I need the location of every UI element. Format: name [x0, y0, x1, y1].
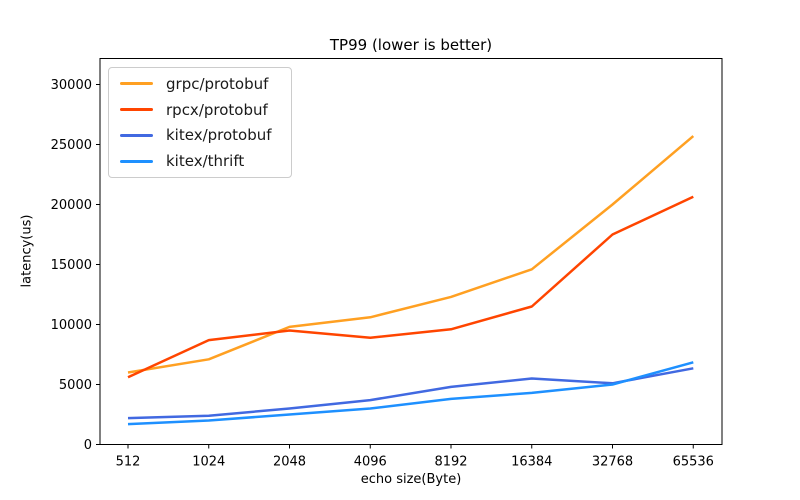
y-tick-label: 0 [84, 438, 92, 453]
x-axis-label: echo size(Byte) [360, 472, 462, 487]
series-lines [127, 135, 695, 426]
legend-label: kitex/thrift [166, 152, 245, 171]
x-tick-label: 8192 [434, 455, 467, 470]
legend-item-kitex-protobuf: kitex/protobuf [109, 123, 291, 149]
y-tick-label: 10000 [51, 318, 92, 333]
legend-label: kitex/protobuf [166, 126, 272, 145]
y-axis-label: latency(us) [19, 214, 35, 288]
legend-item-grpc-protobuf: grpc/protobuf [109, 71, 291, 97]
x-tick-label: 1024 [192, 455, 225, 470]
legend-item-kitex-thrift: kitex/thrift [109, 148, 291, 174]
x-tick-label: 512 [116, 455, 141, 470]
legend-line-swatch [120, 82, 153, 86]
x-tick-label: 4096 [354, 455, 387, 470]
legend: grpc/protobuf rpcx/protobuf kitex/protobuf… [108, 67, 292, 178]
y-tick-label: 5000 [59, 378, 92, 393]
legend-label: grpc/protobuf [166, 74, 269, 93]
series-line-grpc-protobuf [127, 135, 695, 374]
plot-frame [99, 58, 723, 445]
series-line-kitex-thrift [127, 361, 694, 426]
y-tick-label: 15000 [51, 258, 92, 273]
y-tick-label: 25000 [51, 138, 92, 153]
x-tick-label: 65536 [673, 455, 714, 470]
y-tick-label: 30000 [51, 78, 92, 93]
legend-line-swatch [120, 159, 153, 163]
series-line-kitex-protobuf [127, 367, 694, 420]
legend-line-swatch [120, 133, 153, 137]
x-tick-label: 32768 [592, 455, 633, 470]
legend-line-swatch [120, 108, 153, 112]
chart-title: TP99 (lower is better) [329, 36, 493, 54]
x-axis: 512 1024 2048 4096 8192 16384 32768 65536 [116, 444, 714, 470]
x-tick-label: 16384 [511, 455, 552, 470]
series-line-rpcx-protobuf [127, 195, 694, 379]
x-tick-label: 2048 [273, 455, 306, 470]
legend-item-rpcx-protobuf: rpcx/protobuf [109, 97, 291, 123]
y-tick-label: 20000 [51, 198, 92, 213]
legend-label: rpcx/protobuf [166, 100, 268, 119]
y-axis: 0 5000 10000 15000 20000 25000 30000 [51, 78, 100, 453]
